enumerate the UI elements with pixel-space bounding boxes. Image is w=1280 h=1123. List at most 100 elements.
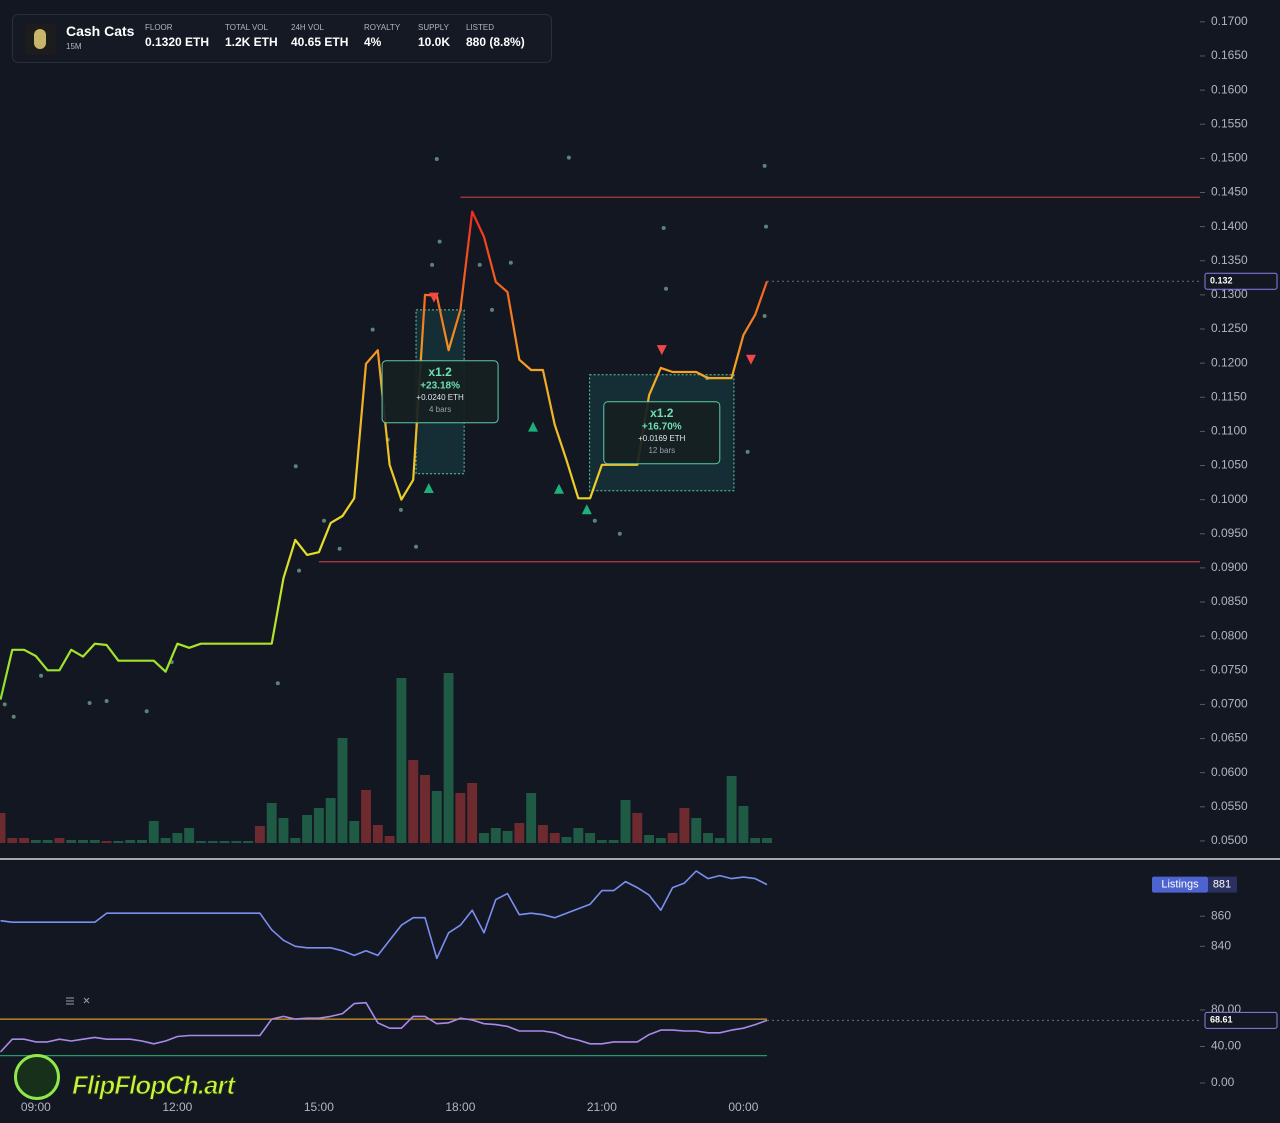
volume-bar — [160, 838, 171, 843]
y-tick-label: 0.1100 — [1211, 424, 1247, 438]
volume-bar — [596, 840, 607, 843]
volume-bar — [585, 833, 596, 843]
y-tick-label: 0.1000 — [1211, 492, 1248, 506]
y-tick-label: 0.0800 — [1211, 628, 1248, 642]
collection-title: Cash Cats — [66, 23, 135, 39]
stat-label: ROYALTY — [364, 23, 401, 32]
volume-bar — [349, 821, 360, 843]
interval: 15M — [66, 42, 82, 51]
volume-bar — [89, 840, 100, 843]
y-tick-label: 0.1500 — [1211, 151, 1248, 165]
y-tick-label: 0.0750 — [1211, 662, 1248, 676]
volume-bar — [632, 813, 643, 843]
trade-annotation — [603, 401, 721, 465]
stat-value: 0.1320 ETH — [145, 35, 210, 49]
stat: ROYALTY 4% — [364, 23, 400, 49]
stat: LISTED 880 (8.8%) — [466, 23, 525, 49]
stat-value: 4% — [364, 35, 382, 49]
y-tick-label: 0.1300 — [1211, 287, 1248, 301]
y-tick-label: 0.1050 — [1211, 458, 1248, 472]
volume-bar — [78, 840, 88, 843]
stat-value: 10.0K — [418, 35, 451, 49]
y-tick-label: 0.0700 — [1211, 697, 1248, 711]
volume-bar — [337, 738, 348, 843]
y-tick-label: 0.00 — [1211, 1075, 1235, 1089]
trade-bars: 4 bars — [429, 405, 451, 414]
sell-signal — [745, 354, 756, 365]
stat-label: TOTAL VOL — [225, 23, 268, 32]
volume-bar — [172, 833, 183, 843]
volume-bar — [467, 783, 478, 843]
y-tick-label: 0.0900 — [1211, 560, 1248, 574]
sale-dot — [566, 155, 571, 160]
y-tick-label: 40.00 — [1211, 1039, 1241, 1053]
y-tick-label: 0.0500 — [1211, 833, 1248, 847]
trade-percent: +16.70% — [642, 421, 682, 432]
volume-bar — [667, 833, 678, 843]
sale-dot — [477, 262, 482, 267]
trade-multiplier: x1.2 — [428, 365, 452, 379]
line-series — [0, 870, 768, 960]
volume-bar — [66, 840, 77, 843]
sell-signal — [656, 345, 667, 356]
y-tick-label: 0.0950 — [1211, 526, 1248, 540]
volume-bar — [738, 806, 749, 843]
sale-dot — [592, 518, 597, 523]
sale-dot — [144, 709, 149, 714]
sale-dot — [398, 507, 403, 512]
volume-bar — [479, 833, 489, 843]
sale-dot — [664, 286, 669, 291]
volume-bar — [207, 841, 218, 843]
stat-value: 40.65 ETH — [291, 35, 349, 49]
volume-bar — [19, 838, 30, 843]
trade-multiplier: x1.2 — [650, 406, 674, 420]
buy-signal — [553, 483, 564, 494]
volume-bar — [644, 835, 655, 843]
volume-bar — [184, 828, 195, 843]
sale-dot — [430, 262, 435, 267]
volume-bar — [266, 803, 277, 843]
volume-bar — [313, 808, 324, 843]
volume-bar — [254, 826, 265, 843]
sale-dot — [661, 225, 666, 230]
sale-dot — [508, 260, 513, 265]
volume-bar — [148, 821, 159, 843]
sale-dot — [275, 681, 280, 686]
sale-dot — [2, 702, 7, 707]
volume-bar — [608, 840, 619, 843]
volume-bar — [137, 840, 147, 843]
volume-bar — [54, 838, 65, 843]
sale-dot — [764, 224, 769, 229]
volume-bar — [679, 808, 690, 843]
sale-dot — [437, 239, 442, 244]
sale-dot — [293, 464, 298, 469]
volume-bar — [278, 818, 289, 843]
volume-bar — [42, 840, 53, 843]
logo — [14, 1054, 60, 1100]
current-value-label: 0.132 — [1210, 276, 1233, 286]
sale-dot — [322, 518, 327, 523]
stat: TOTAL VOL 1.2K ETH — [225, 23, 278, 49]
volume-bar — [526, 793, 537, 843]
volume-bar — [243, 841, 254, 843]
y-tick-label: 840 — [1211, 939, 1231, 953]
sale-dot — [337, 546, 342, 551]
sale-dot — [297, 568, 302, 573]
volume-bar — [113, 841, 124, 843]
volume-bar — [691, 818, 702, 843]
sale-dot — [104, 699, 109, 704]
volume-bar — [7, 838, 18, 843]
volume-bar — [655, 838, 666, 843]
watermark: FlipFlopCh.art — [71, 1070, 235, 1101]
stat-label: LISTED — [466, 23, 495, 32]
sale-dot — [617, 531, 622, 536]
volume-bar — [101, 841, 112, 843]
sale-dot — [434, 157, 439, 162]
volume-bar — [290, 838, 301, 843]
volume-bar — [514, 823, 525, 843]
buy-signal — [581, 504, 592, 515]
stat-label: FLOOR — [145, 23, 173, 32]
trade-profit: +0.0240 ETH — [416, 393, 464, 402]
